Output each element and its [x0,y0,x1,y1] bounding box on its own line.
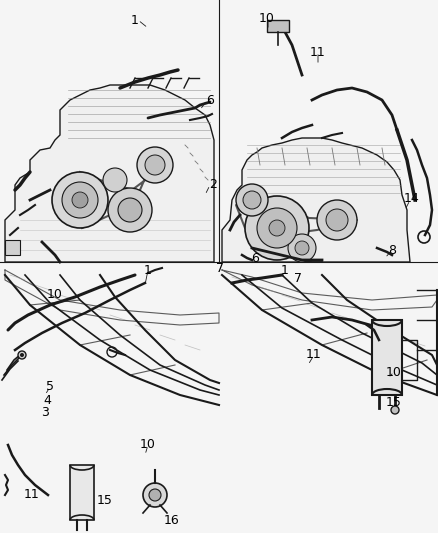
Circle shape [288,234,316,262]
Bar [267,20,289,32]
Circle shape [62,182,98,218]
Text: 7: 7 [294,271,302,285]
Text: 7: 7 [216,262,224,274]
Polygon shape [5,85,214,262]
Bar [5,240,20,255]
Bar [70,465,94,520]
Circle shape [269,220,285,236]
Circle shape [257,208,297,248]
Circle shape [317,200,357,240]
Text: 11: 11 [306,349,322,361]
Text: 15: 15 [386,395,402,408]
Text: 3: 3 [41,407,49,419]
Text: 1: 1 [144,263,152,277]
Polygon shape [222,138,410,262]
Circle shape [236,184,268,216]
Text: 10: 10 [47,288,63,302]
Text: 1: 1 [281,263,289,277]
Circle shape [103,168,127,192]
Text: 14: 14 [404,191,420,205]
Circle shape [18,351,26,359]
Text: 16: 16 [164,513,180,527]
Bar [372,320,402,395]
Circle shape [145,155,165,175]
Text: 1: 1 [131,13,139,27]
Circle shape [391,406,399,414]
Text: 6: 6 [206,93,214,107]
Text: 10: 10 [386,366,402,378]
Circle shape [149,489,161,501]
Circle shape [295,241,309,255]
Circle shape [326,209,348,231]
Circle shape [52,172,108,228]
Circle shape [245,196,309,260]
Text: 2: 2 [209,179,217,191]
Circle shape [137,147,173,183]
Circle shape [20,353,24,357]
Circle shape [143,483,167,507]
Text: 5: 5 [46,381,54,393]
Text: 11: 11 [24,489,40,502]
Text: 15: 15 [97,494,113,506]
Text: 11: 11 [310,45,326,59]
Circle shape [72,192,88,208]
Text: 10: 10 [259,12,275,25]
Text: 10: 10 [140,439,156,451]
Text: 6: 6 [251,252,259,264]
Circle shape [118,198,142,222]
Text: 8: 8 [388,244,396,256]
Text: 4: 4 [43,393,51,407]
Circle shape [243,191,261,209]
Circle shape [108,188,152,232]
